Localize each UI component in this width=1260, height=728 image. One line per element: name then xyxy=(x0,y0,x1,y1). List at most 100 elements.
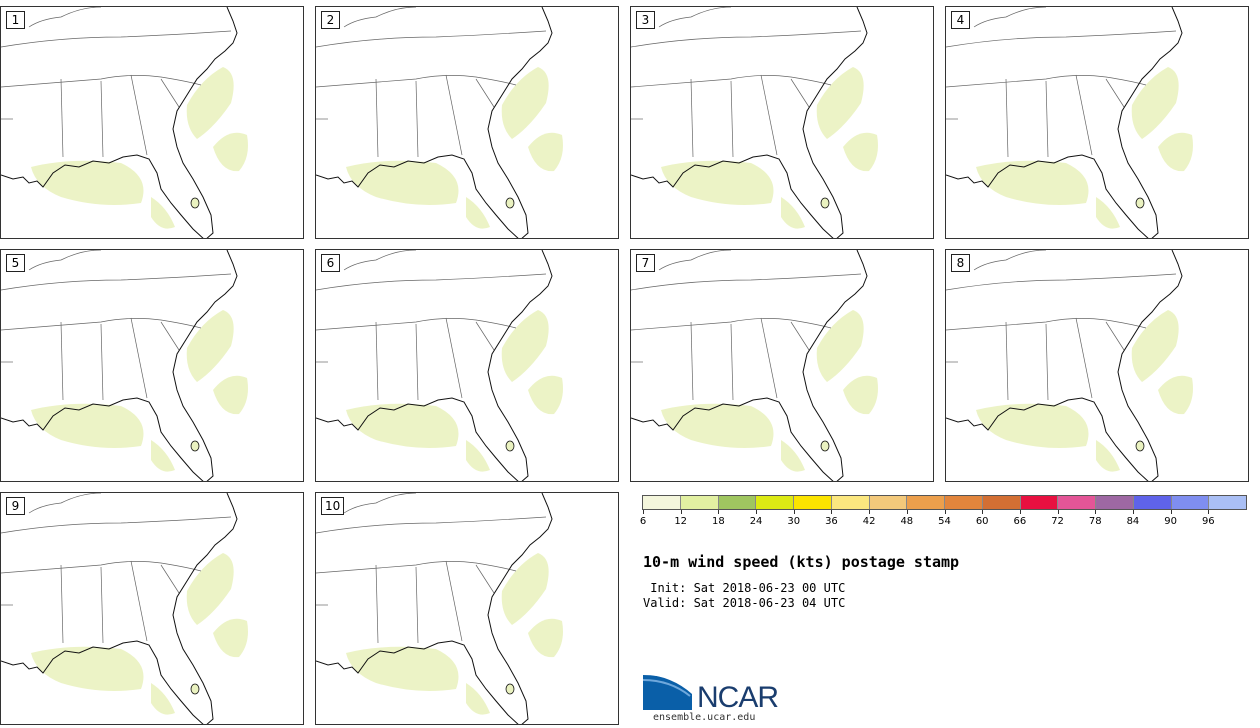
state-border xyxy=(1005,321,1009,401)
colorbar-tick-label: 90 xyxy=(1164,516,1177,527)
lake-okeechobee xyxy=(1135,197,1145,209)
wind-speed-shading xyxy=(1096,197,1120,229)
state-border xyxy=(1,516,232,534)
wind-speed-shading xyxy=(1158,132,1193,172)
colorbar-tick-mark xyxy=(1019,510,1021,514)
member-panel-4: 4 xyxy=(945,6,1249,239)
state-border xyxy=(730,323,734,401)
wind-speed-shading xyxy=(1131,67,1179,139)
lake-okeechobee xyxy=(820,197,830,209)
state-border xyxy=(60,564,64,644)
state-border xyxy=(130,317,148,399)
colorbar-cell xyxy=(1020,496,1059,509)
wind-speed-shading xyxy=(781,197,805,229)
colorbar-tick-mark xyxy=(1170,510,1172,514)
member-panel-3: 3 xyxy=(630,6,934,239)
wind-speed-shading xyxy=(528,375,563,415)
state-border xyxy=(316,75,517,88)
state-border xyxy=(760,317,778,399)
state-border xyxy=(1005,78,1009,158)
colorbar-cell xyxy=(756,496,794,509)
state-border xyxy=(160,564,180,594)
wind-speed-shading xyxy=(976,160,1089,205)
colorbar-tick-mark xyxy=(643,510,644,514)
state-border xyxy=(28,7,102,28)
logo-text: NCAR xyxy=(697,681,779,714)
wind-speed-shading xyxy=(781,440,805,472)
coastline xyxy=(316,250,553,481)
state-border xyxy=(730,80,734,158)
map-svg xyxy=(946,250,1193,481)
wind-speed-shading xyxy=(186,310,234,382)
lake-okeechobee xyxy=(505,683,515,695)
map-svg xyxy=(316,493,563,724)
wind-speed-shading xyxy=(346,160,459,205)
state-border xyxy=(316,561,517,574)
colorbar-cell xyxy=(643,496,681,509)
state-border xyxy=(631,30,862,48)
wind-speed-shading xyxy=(816,310,864,382)
chart-title: 10-m wind speed (kts) postage stamp xyxy=(643,553,960,571)
colorbar-tick-label: 12 xyxy=(674,516,688,527)
state-border xyxy=(316,273,547,291)
member-number: 10 xyxy=(321,497,345,515)
state-border xyxy=(690,321,694,401)
colorbar-cell xyxy=(1209,496,1246,509)
wind-speed-shading xyxy=(466,197,490,229)
state-border xyxy=(415,323,419,401)
wind-speed-shading xyxy=(661,403,774,448)
member-panel-7: 7 xyxy=(630,249,934,482)
wind-speed-shading xyxy=(843,132,878,172)
coastline xyxy=(631,7,868,238)
member-number: 2 xyxy=(321,11,340,29)
state-border xyxy=(28,250,102,271)
coastline xyxy=(946,250,1183,481)
state-border xyxy=(631,75,832,88)
wind-speed-shading xyxy=(346,403,459,448)
colorbar-tick-label: 24 xyxy=(749,516,763,527)
member-panel-6: 6 xyxy=(315,249,619,482)
state-border xyxy=(1075,317,1093,399)
colorbar-tick-label: 96 xyxy=(1201,516,1215,527)
member-panel-5: 5 xyxy=(0,249,304,482)
lake-okeechobee xyxy=(190,197,200,209)
state-border xyxy=(343,250,417,271)
wind-speed-shading xyxy=(466,440,490,472)
colorbar-cell xyxy=(907,496,945,509)
colorbar-tick-mark xyxy=(831,510,833,514)
state-border xyxy=(690,78,694,158)
colorbar-cell xyxy=(831,496,870,509)
colorbar-tick-label: 78 xyxy=(1088,516,1102,527)
wind-speed-shading xyxy=(31,403,144,448)
member-panel-8: 8 xyxy=(945,249,1249,482)
wind-speed-shading xyxy=(186,553,234,625)
state-border xyxy=(1075,74,1093,156)
wind-speed-shading xyxy=(843,375,878,415)
colorbar-tick-label: 84 xyxy=(1126,516,1140,527)
state-border xyxy=(475,78,495,108)
state-border xyxy=(1,273,232,291)
state-border xyxy=(946,75,1147,88)
map-svg xyxy=(631,250,878,481)
state-border xyxy=(130,74,148,156)
colorbar-tick-label: 36 xyxy=(825,516,838,527)
state-border xyxy=(445,317,463,399)
wind-speed-shading xyxy=(151,197,175,229)
colorbar-tick-mark xyxy=(793,510,795,514)
state-border xyxy=(631,318,832,331)
colorbar-cell xyxy=(718,496,757,509)
lake-okeechobee xyxy=(190,440,200,452)
coastline xyxy=(631,250,868,481)
state-border xyxy=(445,560,463,642)
colorbar-cell xyxy=(869,496,908,509)
member-number: 6 xyxy=(321,254,340,272)
state-border xyxy=(1105,321,1125,351)
state-border xyxy=(375,564,379,644)
state-border xyxy=(1045,323,1049,401)
lake-okeechobee xyxy=(505,197,515,209)
wind-speed-shading xyxy=(976,403,1089,448)
wind-speed-shading xyxy=(1158,375,1193,415)
colorbar-tick-label: 48 xyxy=(900,516,914,527)
state-border xyxy=(100,80,104,158)
colorbar-tick-label: 60 xyxy=(975,516,989,527)
